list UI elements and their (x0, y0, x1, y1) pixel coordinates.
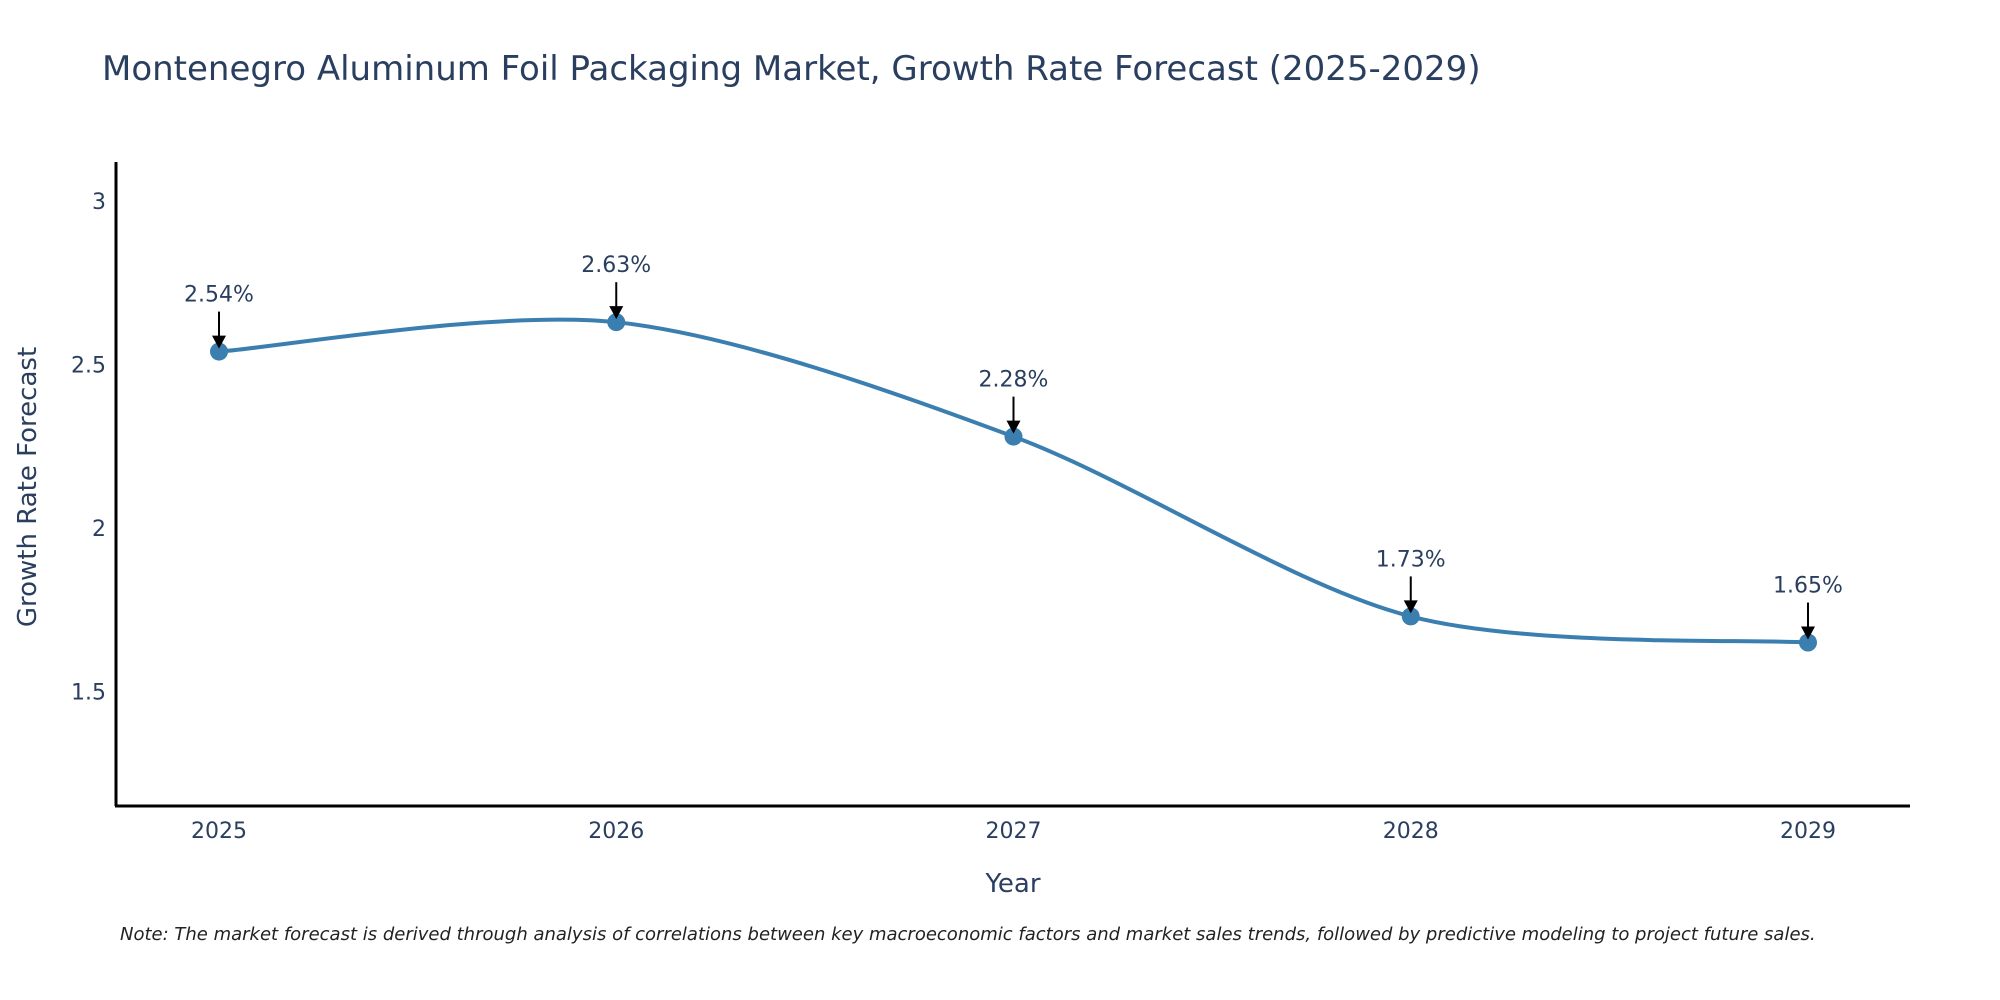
x-tick-labels: 2025 2026 2027 2028 2029 (191, 819, 1836, 844)
annotation-arrowhead (1801, 626, 1815, 640)
data-point-marker (1401, 607, 1420, 626)
x-tick-label: 2026 (588, 819, 644, 844)
y-tick-label: 3 (92, 190, 106, 215)
data-label: 2.28% (979, 368, 1049, 393)
x-axis-title: Year (984, 869, 1040, 899)
annotation-arrowhead (1006, 420, 1021, 434)
chart-title: Montenegro Aluminum Foil Packaging Marke… (102, 49, 1481, 89)
y-tick-labels: 1.5 2 2.5 3 (71, 190, 106, 705)
y-tick-label: 1.5 (71, 681, 106, 706)
annotation-arrowhead (1403, 600, 1418, 614)
x-tick-label: 2025 (191, 819, 247, 844)
axes (114, 162, 1910, 808)
x-tick-label: 2027 (986, 819, 1042, 844)
x-tick-label: 2029 (1780, 819, 1836, 844)
y-tick-label: 2.5 (71, 354, 106, 379)
data-point-marker (1004, 427, 1023, 446)
annotation-arrowhead (212, 335, 226, 349)
data-point-marker (210, 342, 228, 361)
x-tick-label: 2028 (1383, 819, 1439, 844)
data-point-marker (607, 313, 626, 332)
footnote: Note: The market forecast is derived thr… (120, 924, 1816, 945)
y-tick-label: 2 (92, 517, 106, 542)
data-label: 1.73% (1376, 547, 1446, 572)
data-label: 2.54% (184, 283, 254, 308)
data-label: 1.65% (1773, 574, 1843, 599)
data-point-marker (1799, 633, 1817, 652)
data-markers (210, 313, 1817, 652)
annotation-arrowhead (609, 306, 624, 320)
data-label: 2.63% (581, 253, 651, 278)
data-annotations: 2.54% 2.63% 2.28% 1.73% 1.65% (184, 253, 1843, 640)
y-axis-title: Growth Rate Forecast (13, 347, 43, 627)
